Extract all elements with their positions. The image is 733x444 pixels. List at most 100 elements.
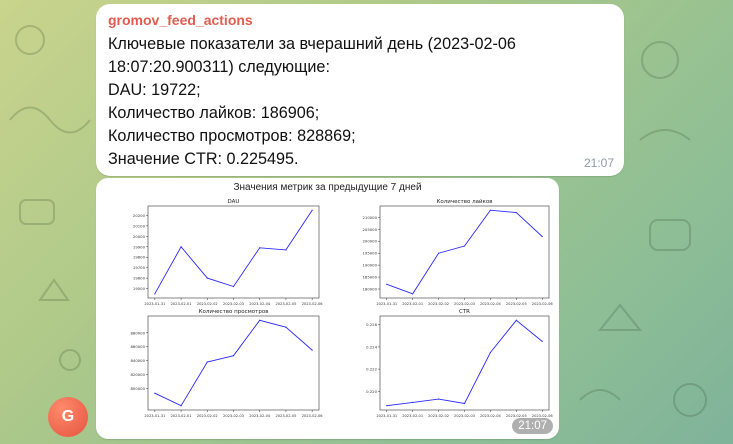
message-line: Количество просмотров: 828869; [108,127,356,145]
data-point [386,405,388,407]
x-tick-label: 2023-02-03 [454,414,475,418]
series-line [386,209,543,295]
x-tick-label: 2023-02-04 [249,414,271,418]
y-tick-label: 820000 [131,372,146,377]
x-tick-label: 2023-02-02 [197,414,218,418]
x-tick-label: 2023-02-06 [532,414,554,418]
message-line: 18:07:20.900311) следующие: [108,58,330,76]
chart-title: Количество просмотров [199,309,269,315]
message-line: DAU: 19722; [108,81,201,99]
data-point [515,211,517,214]
y-tick-label: 19700 [133,265,146,270]
data-point [541,340,543,342]
x-tick-label: 2023-01-31 [144,414,165,418]
x-tick-label: 2023-02-01 [171,414,192,418]
avatar-letter: G [61,408,75,425]
y-tick-label: 0.220 [366,389,377,394]
chart-ctr: CTR 0.220 0.222 0.224 0.226 2023-01-31 2023-02… [366,309,554,418]
y-tick-label: 180000 [363,287,378,292]
data-point [154,293,156,295]
x-tick-label: 2023-02-04 [480,414,502,418]
image-message-time: 21:07 [512,418,553,434]
x-tick-label: 2023-02-06 [302,302,324,306]
y-tick-label: 860000 [131,344,146,349]
data-point [180,405,182,407]
data-point [285,326,287,328]
chart-dau: DAU 19500 19600 19700 19800 19900 20000 20100 20… [133,199,324,306]
x-tick-label: 2023-02-02 [197,302,218,306]
data-point [259,247,261,249]
avatar[interactable]: G [48,397,88,437]
y-tick-label: 190000 [363,263,378,268]
chart-panel-dau: DAU 19500 19600 19700 19800 19900 20000 20100 20… [96,196,327,314]
data-point [154,392,156,394]
x-tick-label: 2023-02-01 [402,414,423,418]
data-point [180,246,182,248]
chart-panel-ctr: CTR 0.220 0.222 0.224 0.226 2023-01-31 2023-02… [327,306,559,426]
y-tick-label: 19800 [133,255,146,260]
data-point [463,402,466,405]
y-tick-label: 20000 [133,234,146,239]
x-tick-label: 2023-01-31 [144,302,165,306]
y-tick-label: 185000 [363,275,378,280]
data-point [412,293,414,295]
x-tick-label: 2023-02-04 [249,302,271,306]
y-tick-label: 205000 [363,227,378,232]
series-line [154,319,313,407]
data-point [412,401,414,403]
chart-views: Количество просмотров 800000 820000 840000 8… [131,309,324,418]
data-point [259,319,261,321]
x-tick-label: 2023-02-05 [506,414,527,418]
chart-panel-likes: Количество лайков 180000 185000 190000 19500… [327,196,559,314]
x-tick-label: 2023-02-03 [223,302,244,306]
sender-name[interactable]: gromov_feed_actions [108,12,253,28]
figure-title: Значения метрик за предыдущие 7 дней [233,182,422,193]
x-tick-label: 2023-02-06 [532,302,554,306]
x-tick-label: 2023-02-05 [506,302,527,306]
y-tick-label: 0.222 [366,367,377,372]
y-tick-label: 19600 [133,276,146,281]
chart-title: DAU [228,199,240,205]
data-point [489,351,492,354]
y-tick-label: 19900 [133,244,146,249]
x-tick-label: 2023-01-31 [376,302,397,306]
chart-likes: Количество лайков 180000 185000 190000 19500… [363,198,554,306]
data-point [232,355,235,357]
y-tick-label: 19500 [133,286,146,291]
data-point [311,349,313,351]
y-tick-label: 800000 [131,386,146,391]
y-tick-label: 200000 [363,239,378,244]
x-tick-label: 2023-02-02 [428,414,449,418]
series-line [154,209,313,295]
y-tick-label: 0.226 [366,322,377,327]
x-tick-label: 2023-02-04 [480,302,502,306]
data-point [232,285,235,288]
x-tick-label: 2023-02-05 [275,302,296,306]
data-point [437,252,440,254]
y-tick-label: 20100 [133,223,146,228]
data-point [311,209,313,211]
data-point [206,277,208,279]
data-point [463,245,466,247]
image-message-bubble[interactable]: Значения метрик за предыдущие 7 дней DAU… [96,178,559,439]
data-point [489,209,492,211]
x-tick-label: 2023-02-01 [171,302,192,306]
chart-title: CTR [459,309,470,315]
message-line: Ключевые показатели за вчерашний день (2… [108,35,516,53]
data-point [437,398,440,400]
y-tick-label: 20200 [133,213,146,218]
data-point [515,319,517,321]
x-tick-label: 2023-02-03 [223,414,244,418]
chart-panel-views: Количество просмотров 800000 820000 840000 8… [96,306,327,426]
x-tick-label: 2023-02-01 [402,302,423,306]
chart-title: Количество лайков [437,198,493,205]
message-line: Значение CTR: 0.225495. [108,150,299,168]
y-tick-label: 210000 [363,215,378,220]
message-time: 21:07 [583,156,614,170]
x-tick-label: 2023-02-02 [428,302,449,306]
y-tick-label: 0.224 [366,344,377,349]
data-point [206,361,208,363]
plot-frame [379,315,550,411]
text-message-bubble[interactable]: gromov_feed_actions Ключевые показатели … [96,4,624,176]
